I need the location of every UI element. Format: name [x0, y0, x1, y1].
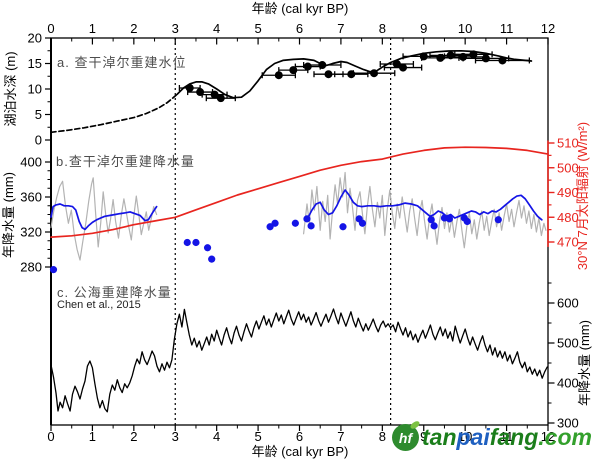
svg-text:0: 0	[47, 429, 54, 444]
svg-text:20: 20	[28, 31, 42, 46]
watermark-part: fang	[489, 424, 539, 450]
svg-text:360: 360	[20, 190, 42, 205]
precip-smoothed-early	[50, 203, 158, 231]
svg-text:2: 2	[130, 21, 137, 36]
panel-b-y-title: 年降水量 (mm)	[1, 172, 16, 258]
lake-level-samples	[178, 50, 531, 103]
svg-text:600: 600	[557, 296, 579, 311]
svg-text:7: 7	[337, 21, 344, 36]
watermark-part: pai	[456, 424, 490, 450]
svg-text:10: 10	[458, 21, 472, 36]
svg-text:7: 7	[337, 429, 344, 444]
svg-text:4: 4	[213, 21, 220, 36]
panel-a-y-title: 湖泊水深 (m)	[3, 51, 18, 126]
lake-level-inferred-dashed	[50, 93, 179, 134]
panel-c-label: c. 公海重建降水量	[57, 285, 172, 300]
svg-text:500: 500	[557, 336, 579, 351]
svg-text:3: 3	[172, 429, 179, 444]
svg-text:9: 9	[420, 21, 427, 36]
lake-level-reconstruction	[176, 49, 533, 99]
svg-text:10: 10	[28, 82, 42, 97]
watermark-part: .com	[538, 424, 592, 450]
svg-text:15: 15	[28, 56, 42, 71]
svg-text:6: 6	[296, 21, 303, 36]
panel-c-citation: Chen et al., 2015	[57, 299, 141, 311]
svg-text:11: 11	[500, 21, 514, 36]
panel-a-label: a. 查干淖尔重建水位	[57, 55, 187, 70]
svg-text:1: 1	[89, 429, 96, 444]
svg-text:12: 12	[541, 429, 555, 444]
july-insolation-30N	[50, 146, 549, 238]
svg-text:5: 5	[254, 429, 261, 444]
precip-smoothed-late	[306, 189, 543, 221]
svg-text:400: 400	[557, 376, 579, 391]
svg-text:6: 6	[296, 429, 303, 444]
panel-b-left-axis: 280 320 360 400 年降水量 (mm)	[1, 155, 51, 275]
bottom-axis-title: 年龄 (cal kyr BP)	[252, 444, 349, 459]
panel-b-label: b.查干淖尔重建降水量	[56, 154, 195, 169]
svg-text:8: 8	[379, 429, 386, 444]
svg-text:500: 500	[557, 160, 579, 175]
svg-text:0: 0	[47, 21, 54, 36]
svg-text:10: 10	[458, 429, 472, 444]
watermark-part: tan	[422, 424, 457, 450]
svg-text:300: 300	[557, 416, 579, 431]
precip-raw-late	[303, 171, 547, 249]
svg-text:400: 400	[20, 155, 42, 170]
svg-text:2: 2	[130, 429, 137, 444]
svg-text:8: 8	[379, 21, 386, 36]
svg-text:280: 280	[20, 260, 42, 275]
svg-text:510: 510	[557, 136, 579, 151]
svg-text:320: 320	[20, 225, 42, 240]
panel-a-left-axis: 0 5 10 15 20 湖泊水深 (m)	[3, 31, 51, 148]
svg-text:0: 0	[35, 133, 42, 148]
svg-text:5: 5	[35, 107, 42, 122]
plot-frame	[50, 37, 549, 426]
watermark-text: tanpaifang.com	[422, 424, 592, 451]
panel-c-right-axis: 300 400 500 600 年降水量 (mm)	[548, 282, 592, 431]
svg-text:4: 4	[213, 429, 220, 444]
svg-text:1: 1	[89, 21, 96, 36]
svg-text:490: 490	[557, 185, 579, 200]
svg-text:11: 11	[500, 429, 514, 444]
tanpaifang-logo-icon: hf	[392, 420, 421, 451]
svg-text:470: 470	[557, 235, 579, 250]
watermark-tanpaifang[interactable]: hf tanpaifang.com	[392, 420, 592, 451]
panel-c-y-title: 年降水量 (mm)	[577, 320, 592, 406]
insolation-y-title: 30°N 7月太阳辐射 (W/m²)	[575, 122, 590, 270]
svg-text:5: 5	[254, 21, 261, 36]
svg-text:12: 12	[541, 21, 555, 36]
svg-text:3: 3	[172, 21, 179, 36]
top-axis-title: 年龄 (cal kyr BP)	[252, 1, 349, 16]
precip-samples	[49, 214, 502, 274]
svg-text:9: 9	[420, 429, 427, 444]
svg-text:480: 480	[557, 210, 579, 225]
precip-raw-early	[50, 177, 158, 261]
gonghai-precip	[50, 308, 548, 413]
